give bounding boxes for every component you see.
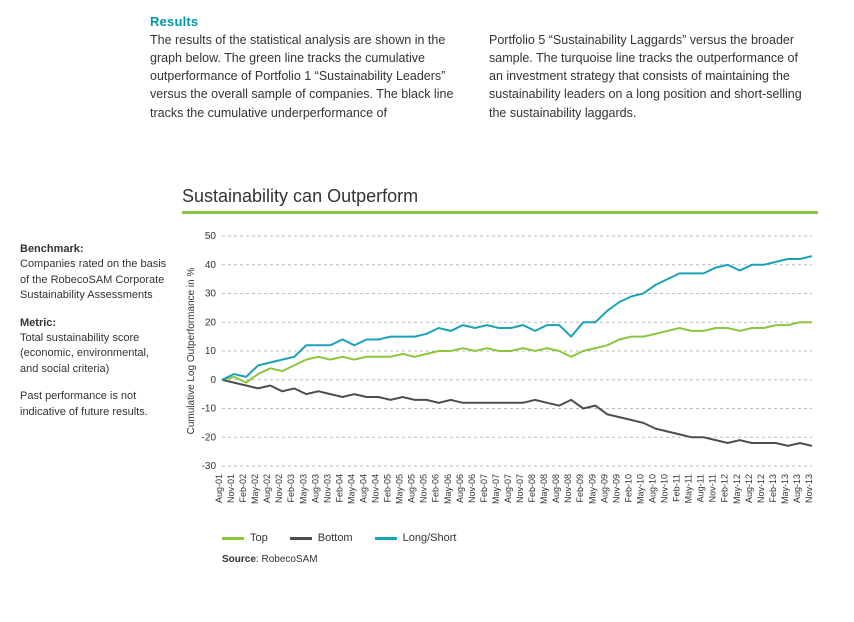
svg-text:May-04: May-04 xyxy=(346,474,356,504)
svg-text:Feb-11: Feb-11 xyxy=(672,474,682,502)
line-chart: -30 -20 -10 0 10 20 30 40 50 Cumulative Log Outpe… xyxy=(182,226,818,526)
svg-text:Aug-05: Aug-05 xyxy=(407,474,417,503)
svg-text:May-10: May-10 xyxy=(635,474,645,504)
svg-text:Aug-08: Aug-08 xyxy=(551,474,561,503)
svg-text:Aug-12: Aug-12 xyxy=(744,474,754,503)
svg-text:Feb-05: Feb-05 xyxy=(383,474,393,503)
svg-text:Feb-02: Feb-02 xyxy=(238,474,248,503)
svg-text:May-06: May-06 xyxy=(443,474,453,504)
svg-text:30: 30 xyxy=(205,289,217,300)
svg-text:Aug-11: Aug-11 xyxy=(696,474,706,502)
svg-text:Nov-07: Nov-07 xyxy=(515,474,525,503)
legend-item-longshort: Long/Short xyxy=(375,532,457,544)
svg-text:Nov-09: Nov-09 xyxy=(611,474,621,503)
svg-text:Nov-03: Nov-03 xyxy=(322,474,332,503)
svg-text:May-13: May-13 xyxy=(780,474,790,504)
metric-label: Metric: xyxy=(20,317,56,329)
svg-text:Nov-01: Nov-01 xyxy=(226,474,236,503)
svg-text:Feb-03: Feb-03 xyxy=(286,474,296,503)
svg-text:Aug-04: Aug-04 xyxy=(358,474,368,503)
benchmark-label: Benchmark: xyxy=(20,243,84,255)
source-label: Source xyxy=(222,554,256,565)
svg-text:Aug-10: Aug-10 xyxy=(647,474,657,503)
svg-text:Nov-10: Nov-10 xyxy=(660,474,670,503)
svg-text:Nov-04: Nov-04 xyxy=(371,474,381,503)
svg-text:May-05: May-05 xyxy=(395,474,405,504)
svg-text:May-12: May-12 xyxy=(732,474,742,504)
legend-label-top: Top xyxy=(250,532,268,544)
metric-text: Total sustainability score (economic, en… xyxy=(20,332,149,375)
legend-item-bottom: Bottom xyxy=(290,532,353,544)
svg-text:Nov-13: Nov-13 xyxy=(804,474,814,503)
benchmark-text: Companies rated on the basis of the Robe… xyxy=(20,258,166,301)
svg-text:10: 10 xyxy=(205,346,217,357)
svg-text:Nov-02: Nov-02 xyxy=(274,474,284,503)
svg-text:Nov-05: Nov-05 xyxy=(419,474,429,503)
svg-text:Feb-13: Feb-13 xyxy=(768,474,778,503)
svg-text:Feb-04: Feb-04 xyxy=(334,474,344,503)
svg-text:Aug-13: Aug-13 xyxy=(792,474,802,503)
svg-text:Feb-06: Feb-06 xyxy=(431,474,441,503)
source-value: RobecoSAM xyxy=(261,554,317,565)
svg-text:Aug-06: Aug-06 xyxy=(455,474,465,503)
svg-text:Nov-12: Nov-12 xyxy=(756,474,766,503)
svg-text:50: 50 xyxy=(205,231,217,242)
disclaimer-text: Past performance is not indicative of fu… xyxy=(20,389,168,420)
legend-swatch-top xyxy=(222,537,244,540)
legend-label-longshort: Long/Short xyxy=(403,532,457,544)
chart-title: Sustainability can Outperform xyxy=(182,186,818,207)
legend-label-bottom: Bottom xyxy=(318,532,353,544)
legend-swatch-bottom xyxy=(290,537,312,540)
legend-swatch-longshort xyxy=(375,537,397,540)
svg-text:0: 0 xyxy=(210,375,216,386)
chart-source: Source: RobecoSAM xyxy=(222,554,818,565)
svg-text:20: 20 xyxy=(205,317,217,328)
sidebar-notes: Benchmark: Companies rated on the basis … xyxy=(20,242,168,432)
svg-text:Feb-08: Feb-08 xyxy=(527,474,537,503)
svg-text:Feb-07: Feb-07 xyxy=(479,474,489,503)
svg-text:Cumulative Log Outperformance: Cumulative Log Outperformance in % xyxy=(186,268,197,435)
chart-legend: Top Bottom Long/Short xyxy=(222,532,818,544)
legend-item-top: Top xyxy=(222,532,268,544)
svg-text:May-11: May-11 xyxy=(684,474,694,503)
svg-text:Aug-09: Aug-09 xyxy=(599,474,609,503)
svg-text:Feb-12: Feb-12 xyxy=(720,474,730,503)
svg-text:Aug-01: Aug-01 xyxy=(214,474,224,503)
intro-paragraph-left: The results of the statistical analysis … xyxy=(150,31,465,122)
intro-paragraph-right: Portfolio 5 “Sustainability Laggards” ve… xyxy=(489,31,804,122)
svg-text:Nov-08: Nov-08 xyxy=(563,474,573,503)
svg-text:Nov-11: Nov-11 xyxy=(708,474,718,502)
svg-text:-10: -10 xyxy=(202,404,217,415)
svg-text:Nov-06: Nov-06 xyxy=(467,474,477,503)
chart-title-rule xyxy=(182,211,818,214)
svg-text:May-09: May-09 xyxy=(587,474,597,504)
svg-text:-20: -20 xyxy=(202,432,217,443)
results-heading: Results xyxy=(150,14,804,29)
svg-text:Aug-02: Aug-02 xyxy=(262,474,272,503)
svg-text:Feb-10: Feb-10 xyxy=(623,474,633,503)
svg-text:-30: -30 xyxy=(202,461,217,472)
svg-text:Aug-03: Aug-03 xyxy=(310,474,320,503)
svg-text:40: 40 xyxy=(205,260,217,271)
svg-text:May-07: May-07 xyxy=(491,474,501,504)
svg-text:Aug-07: Aug-07 xyxy=(503,474,513,503)
svg-text:May-03: May-03 xyxy=(298,474,308,504)
svg-text:May-08: May-08 xyxy=(539,474,549,504)
svg-text:May-02: May-02 xyxy=(250,474,260,504)
svg-text:Feb-09: Feb-09 xyxy=(575,474,585,503)
